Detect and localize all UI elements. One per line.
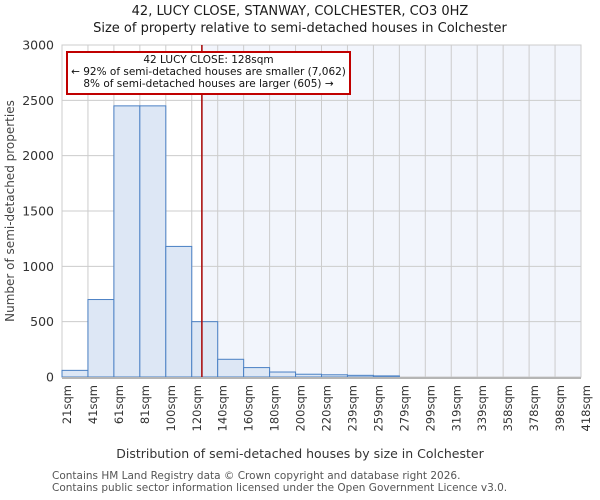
svg-text:180sqm: 180sqm (268, 385, 282, 431)
svg-text:200sqm: 200sqm (294, 385, 308, 431)
svg-text:21sqm: 21sqm (60, 385, 74, 424)
svg-text:418sqm: 418sqm (579, 385, 593, 431)
svg-text:Number of semi-detached proper: Number of semi-detached properties (3, 100, 17, 322)
svg-text:61sqm: 61sqm (112, 385, 126, 424)
annotation-larger-text: 8% of semi-detached houses are larger (6… (83, 78, 334, 91)
histogram-bar (165, 245, 193, 378)
svg-text:279sqm: 279sqm (397, 385, 411, 431)
histogram-bar (321, 374, 348, 378)
svg-text:41sqm: 41sqm (86, 385, 100, 424)
histogram-bar (87, 299, 115, 378)
svg-text:358sqm: 358sqm (501, 385, 515, 431)
svg-text:140sqm: 140sqm (216, 385, 230, 431)
histogram-bar (243, 367, 271, 378)
y-tick-labels: 0 500 1000 1500 2000 2500 3000 (22, 38, 54, 385)
svg-text:378sqm: 378sqm (527, 385, 541, 431)
svg-text:1500: 1500 (22, 204, 54, 219)
x-axis-title: Distribution of semi-detached houses by … (116, 446, 484, 461)
svg-text:239sqm: 239sqm (345, 385, 359, 431)
svg-text:500: 500 (30, 314, 54, 329)
svg-text:120sqm: 120sqm (190, 385, 204, 431)
histogram-bar (269, 371, 297, 378)
histogram-bar (346, 374, 374, 378)
y-axis-title: Number of semi-detached properties (3, 100, 17, 322)
svg-text:81sqm: 81sqm (138, 385, 152, 424)
footer: Contains HM Land Registry data © Crown c… (52, 470, 592, 494)
svg-text:2000: 2000 (22, 148, 54, 163)
histogram-bar (217, 358, 245, 378)
annotation-title: 42 LUCY CLOSE: 128sqm (143, 54, 274, 66)
page-subtitle: Size of property relative to semi-detach… (93, 21, 507, 36)
page-title: 42, LUCY CLOSE, STANWAY, COLCHESTER, CO3… (131, 4, 469, 19)
x-tick-labels: 21sqm 41sqm 61sqm 81sqm 100sqm 120sqm 140sqm 16… (60, 385, 593, 431)
svg-text:3000: 3000 (22, 38, 54, 53)
histogram-bar (113, 105, 141, 378)
svg-text:299sqm: 299sqm (423, 385, 437, 431)
bars-group (61, 105, 400, 378)
svg-text:398sqm: 398sqm (553, 385, 567, 431)
svg-text:339sqm: 339sqm (475, 385, 489, 431)
svg-text:160sqm: 160sqm (242, 385, 256, 431)
footer-line-2: Contains public sector information licen… (52, 481, 508, 494)
footer-line-1: Contains HM Land Registry data © Crown c… (52, 470, 461, 482)
svg-text:319sqm: 319sqm (449, 385, 463, 431)
svg-text:100sqm: 100sqm (164, 385, 178, 431)
svg-text:259sqm: 259sqm (371, 385, 385, 431)
svg-text:220sqm: 220sqm (320, 385, 334, 431)
svg-text:0: 0 (46, 370, 54, 385)
svg-text:2500: 2500 (22, 93, 54, 108)
histogram-bar (372, 375, 400, 378)
svg-text:1000: 1000 (22, 259, 54, 274)
annotation-smaller-text: ← 92% of semi-detached houses are smalle… (71, 66, 346, 79)
histogram-bar (139, 105, 167, 378)
marker-annotation-box: 42 LUCY CLOSE: 128sqm ← 92% of semi-deta… (66, 51, 351, 95)
histogram-bar (61, 369, 89, 378)
histogram-bar (295, 373, 322, 378)
histogram-bar (191, 321, 219, 378)
